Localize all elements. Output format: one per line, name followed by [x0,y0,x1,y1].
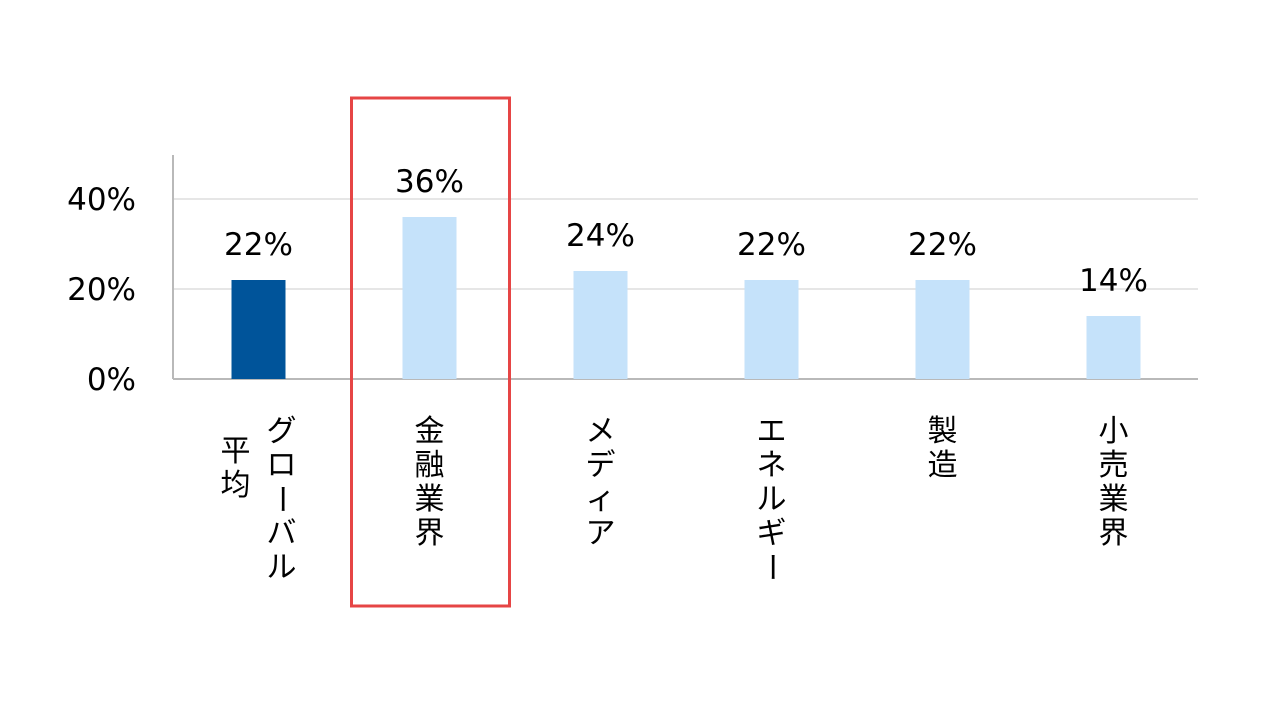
highlight-box [350,96,511,608]
category-char: エ [757,414,787,449]
category-char: 小 [1099,414,1129,449]
data-label-1: 36% [395,164,464,200]
category-char: 融 [415,448,445,483]
category-char: 界 [415,516,445,551]
category-char: ィ [586,482,616,517]
category-char: 造 [928,448,958,483]
category-char: バ [267,516,297,551]
category-char: メ [586,414,616,449]
data-label-2: 24% [566,218,635,254]
category-char: グ [267,414,297,449]
category-char: ー [264,484,299,514]
category-char: ル [267,550,297,585]
category-char: 金 [415,414,445,449]
bar-4 [915,280,970,379]
category-label-0-line-1: 平均 [221,434,251,503]
category-char: デ [586,448,616,483]
category-label-4: 製造 [928,414,958,483]
category-char: ア [586,516,616,551]
category-char: 界 [1099,516,1129,551]
bar-5 [1086,316,1141,379]
category-char: ロ [267,448,297,483]
category-char: 業 [415,482,445,517]
category-char: ネ [757,448,787,483]
data-label-3: 22% [737,227,806,263]
category-char: 業 [1099,482,1129,517]
category-char: 製 [928,414,958,449]
y-tick-label: 40% [67,182,136,218]
category-char: ギ [757,516,787,551]
category-char: ー [754,552,789,582]
category-char: ル [757,482,787,517]
category-char: 均 [221,468,251,503]
category-char: 売 [1099,448,1129,483]
bar-2 [573,271,628,379]
bar-3 [744,280,799,379]
category-char: 平 [221,434,251,469]
y-tick-label: 0% [87,362,136,398]
bar-1 [402,217,457,379]
data-label-5: 14% [1079,263,1148,299]
data-label-0: 22% [224,227,293,263]
data-label-4: 22% [908,227,977,263]
bar-0 [231,280,286,379]
y-tick-label: 20% [67,272,136,308]
